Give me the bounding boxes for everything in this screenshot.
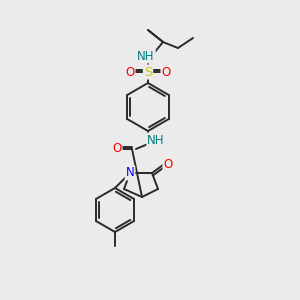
Text: NH: NH [147, 134, 165, 146]
Text: O: O [112, 142, 122, 155]
Text: S: S [144, 65, 152, 79]
Text: NH: NH [137, 50, 155, 62]
Text: O: O [161, 65, 171, 79]
Text: N: N [126, 167, 134, 179]
Text: O: O [164, 158, 172, 172]
Text: O: O [125, 65, 135, 79]
